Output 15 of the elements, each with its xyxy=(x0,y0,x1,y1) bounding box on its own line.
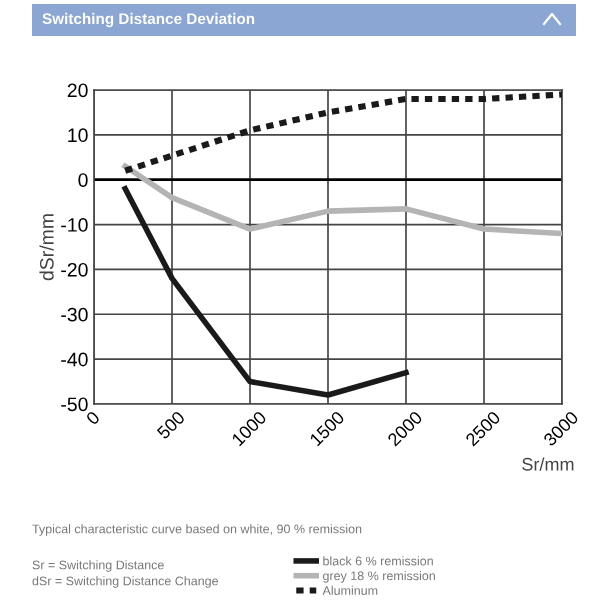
line-series xyxy=(122,163,562,237)
y-axis-title: dSr/mm xyxy=(39,214,54,281)
line-series xyxy=(122,185,409,398)
y-tick-label: 20 xyxy=(67,83,88,98)
y-tick-label: -40 xyxy=(61,352,88,367)
x-axis-title: Sr/mm xyxy=(522,457,574,471)
y-tick-label: 0 xyxy=(78,173,88,187)
y-tick-label: -50 xyxy=(61,397,88,412)
y-tick-label: -20 xyxy=(61,262,88,277)
y-tick-label: -30 xyxy=(61,307,88,322)
x-tick-label: 0 xyxy=(85,410,101,426)
x-tick-label: 500 xyxy=(156,410,186,440)
line-series xyxy=(122,91,562,174)
y-tick-label: 10 xyxy=(68,128,88,143)
y-tick-label: -10 xyxy=(61,218,88,232)
